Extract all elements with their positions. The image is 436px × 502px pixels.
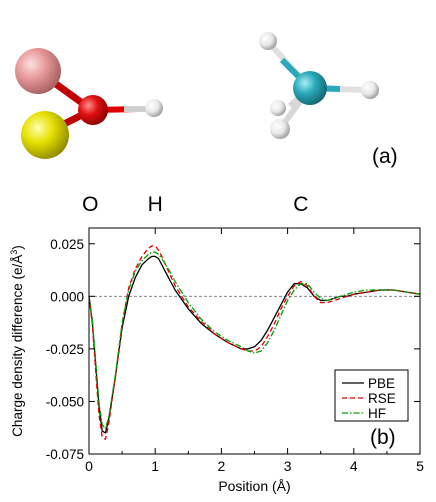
x-axis-label: Position (Å) bbox=[218, 478, 290, 494]
x-tick-label: 4 bbox=[350, 458, 358, 474]
y-axis-label-tail: ) bbox=[10, 245, 25, 250]
oxygen-atom bbox=[78, 95, 108, 125]
hydrogen-lower-left bbox=[270, 119, 290, 139]
y-tick-label: -0.075 bbox=[46, 447, 84, 462]
y-tick-label: -0.050 bbox=[46, 394, 84, 409]
legend-label-pbe: PBE bbox=[368, 376, 395, 391]
carbon-atom bbox=[293, 71, 327, 105]
atom-label-H: H bbox=[148, 193, 163, 216]
atom-label-O: O bbox=[82, 193, 98, 216]
x-tick-label: 0 bbox=[85, 458, 93, 474]
x-tick-label: 3 bbox=[284, 458, 292, 474]
hydroxyl-complex bbox=[15, 48, 163, 159]
x-tick-label: 5 bbox=[416, 458, 424, 474]
x-tick-label: 2 bbox=[218, 458, 226, 474]
hydrogen-back bbox=[270, 100, 286, 116]
legend-label-rse: RSE bbox=[368, 391, 396, 406]
panel-b-label: (b) bbox=[370, 426, 396, 449]
yellow-atom bbox=[21, 111, 69, 159]
panel-a-molecules: (a) bbox=[15, 32, 398, 168]
y-axis-label-main: Charge density difference (e/Å bbox=[10, 255, 25, 437]
y-tick-label: 0.025 bbox=[50, 237, 84, 252]
series-line-hf bbox=[88, 251, 421, 430]
y-axis-label-superscript: 3 bbox=[9, 250, 19, 255]
y-tick-label: 0.000 bbox=[50, 289, 84, 304]
hydrogen-top bbox=[259, 32, 277, 50]
atom-label-C: C bbox=[293, 193, 308, 216]
pink-atom bbox=[15, 48, 61, 94]
legend-label-hf: HF bbox=[368, 406, 386, 421]
series-lines bbox=[88, 245, 421, 440]
panel-a-label: (a) bbox=[372, 145, 398, 168]
y-axis-label: Charge density difference (e/Å3) bbox=[9, 245, 25, 437]
y-tick-label: -0.025 bbox=[46, 342, 84, 357]
hydrogen-atom bbox=[145, 99, 163, 117]
methane-molecule bbox=[259, 32, 379, 139]
y-axis: -0.075 -0.050 -0.025 0.000 0.025 bbox=[46, 237, 420, 462]
x-tick-label: 1 bbox=[151, 458, 159, 474]
hydrogen-right bbox=[361, 81, 379, 99]
x-axis: 0 1 2 3 4 5 bbox=[85, 228, 424, 474]
